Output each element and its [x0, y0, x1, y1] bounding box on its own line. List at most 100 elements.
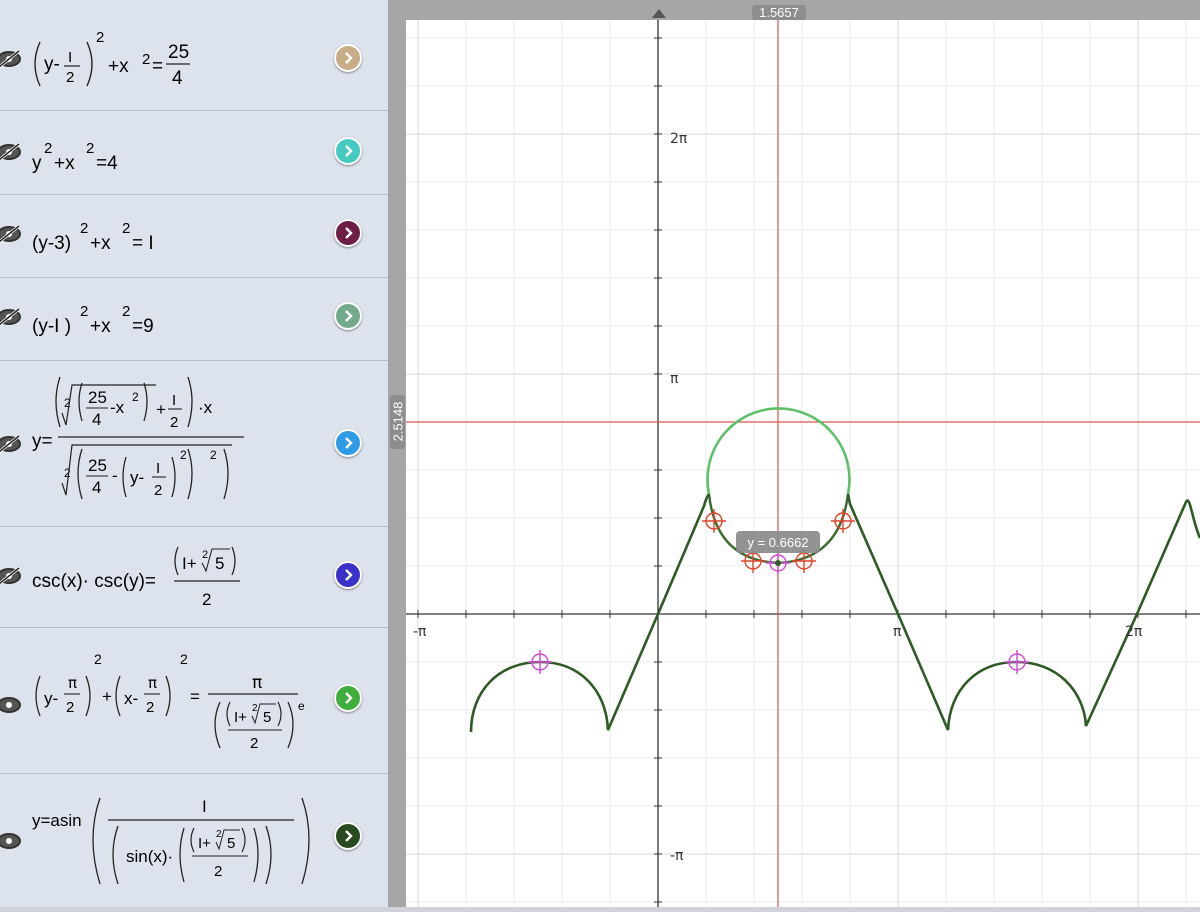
chevron-right-icon [345, 145, 353, 157]
svg-text:y=asin: y=asin [32, 811, 82, 830]
svg-text:(y-I ): (y-I ) [32, 316, 71, 337]
expand-button[interactable] [334, 219, 362, 247]
svg-text:2: 2 [80, 220, 88, 237]
expand-button[interactable] [334, 429, 362, 457]
svg-text:4: 4 [92, 478, 101, 497]
svg-text:I+: I+ [182, 554, 197, 573]
svg-text:2: 2 [216, 829, 222, 840]
chevron-right-icon [345, 692, 353, 704]
svg-text:2: 2 [170, 414, 178, 431]
svg-text:+x: +x [90, 233, 111, 254]
svg-text:(y-3): (y-3) [32, 233, 71, 254]
hidden-eye-icon[interactable] [0, 48, 22, 70]
equation-sidebar: y- I 2 2 +x 2 = 25 4 [0, 0, 389, 907]
svg-text:y-: y- [44, 689, 58, 708]
svg-text:·x: ·x [198, 398, 213, 417]
svg-text:sin(x)·: sin(x)· [126, 847, 173, 866]
svg-text:+x: +x [54, 153, 75, 174]
x-tick-label: 2π [1125, 624, 1143, 640]
expand-button[interactable] [334, 561, 362, 589]
x-tick-label: π [893, 624, 902, 640]
equation-formula: (y-I ) 2 +x 2 =9 [32, 296, 182, 346]
equation-row[interactable]: (y-I ) 2 +x 2 =9 [0, 278, 388, 361]
expand-button[interactable] [334, 684, 362, 712]
plot-area[interactable]: -π π 2π 2π π -π y = 0.6662 [406, 20, 1200, 907]
chevron-right-icon [345, 227, 353, 239]
chevron-right-icon [345, 437, 353, 449]
hidden-eye-icon[interactable] [0, 141, 22, 163]
svg-text:+: + [102, 687, 112, 706]
svg-text:I+: I+ [198, 835, 211, 852]
svg-text:+x: +x [108, 56, 129, 77]
equation-formula: y=asin I sin(x)· I+ 2 5 2 [32, 788, 332, 904]
svg-text:+: + [156, 400, 166, 419]
svg-text:25: 25 [168, 42, 189, 63]
equation-formula: (y-3) 2 +x 2 = I [32, 213, 182, 263]
svg-text:=: = [152, 56, 163, 77]
svg-text:π: π [148, 674, 157, 692]
tooltip-text: y = 0.6662 [747, 535, 808, 550]
hidden-eye-icon[interactable] [0, 433, 22, 455]
equation-row[interactable]: y= 2 25 4 -x 2 + I 2 ·x 2 [0, 361, 388, 527]
equation-row[interactable]: y- π 2 2 + x- π 2 2 = π I+ 2 [0, 628, 388, 774]
hidden-eye-icon[interactable] [0, 223, 22, 245]
svg-text:2: 2 [64, 396, 71, 410]
y-readout-badge[interactable]: 2.5148 [390, 395, 406, 449]
expand-button[interactable] [334, 822, 362, 850]
svg-text:2: 2 [96, 29, 104, 46]
equation-formula: y 2 +x 2 =4 [32, 131, 162, 181]
hidden-eye-icon[interactable] [0, 565, 22, 587]
svg-text:I+: I+ [234, 709, 247, 726]
svg-text:=: = [190, 687, 200, 706]
point-tooltip: y = 0.6662 [736, 531, 820, 553]
equation-row[interactable]: y 2 +x 2 =4 [0, 111, 388, 195]
asin-curve [469, 493, 1200, 733]
equation-formula: y- π 2 2 + x- π 2 2 = π I+ 2 [32, 644, 322, 760]
svg-text:2: 2 [122, 303, 130, 320]
svg-text:2: 2 [86, 140, 94, 157]
chevron-right-icon [345, 569, 353, 581]
svg-text:2: 2 [66, 69, 74, 86]
y-readout-value: 2.5148 [390, 401, 406, 442]
svg-text:2: 2 [180, 651, 188, 667]
svg-text:y=: y= [32, 431, 53, 452]
svg-text:2: 2 [252, 703, 258, 714]
equation-row[interactable]: y=asin I sin(x)· I+ 2 5 2 [0, 774, 388, 907]
svg-text:e: e [298, 699, 305, 713]
svg-text:2: 2 [122, 220, 130, 237]
axis-arrow-icon [652, 9, 666, 18]
x-readout-badge[interactable]: 1.5657 [752, 5, 806, 20]
equation-formula: csc(x)· csc(y)= I+ 2 5 2 [32, 541, 262, 619]
y-tick-label: -π [670, 848, 684, 864]
expand-button[interactable] [334, 44, 362, 72]
chevron-right-icon [345, 310, 353, 322]
y-tick-label: π [670, 371, 679, 387]
equation-formula: y= 2 25 4 -x 2 + I 2 ·x 2 [32, 373, 262, 529]
svg-text:2: 2 [66, 699, 74, 716]
y-ruler[interactable] [389, 0, 406, 907]
equation-row[interactable]: csc(x)· csc(y)= I+ 2 5 2 [0, 527, 388, 628]
hidden-eye-icon[interactable] [0, 306, 22, 328]
svg-text:2: 2 [214, 863, 222, 880]
equation-formula: y- I 2 2 +x 2 = 25 4 [32, 22, 222, 98]
svg-text:I: I [172, 392, 176, 409]
graph-canvas[interactable]: -π π 2π 2π π -π y = 0.6662 [406, 20, 1200, 907]
svg-text:4: 4 [92, 410, 101, 429]
chevron-right-icon [345, 830, 353, 842]
svg-text:2: 2 [64, 466, 71, 480]
expand-button[interactable] [334, 137, 362, 165]
eye-icon[interactable] [0, 830, 22, 852]
svg-text:5: 5 [227, 835, 235, 852]
expand-button[interactable] [334, 302, 362, 330]
equation-row[interactable]: (y-3) 2 +x 2 = I [0, 195, 388, 278]
svg-text:=9: =9 [132, 316, 154, 337]
selected-point[interactable] [775, 560, 781, 566]
equation-row[interactable]: y- I 2 2 +x 2 = 25 4 [0, 0, 388, 111]
svg-text:2: 2 [80, 303, 88, 320]
svg-text:2: 2 [202, 549, 208, 561]
svg-text:2: 2 [154, 482, 162, 499]
eye-icon[interactable] [0, 694, 22, 716]
svg-text:= I: = I [132, 233, 154, 254]
svg-text:2: 2 [44, 140, 52, 157]
svg-text:π: π [252, 673, 262, 693]
